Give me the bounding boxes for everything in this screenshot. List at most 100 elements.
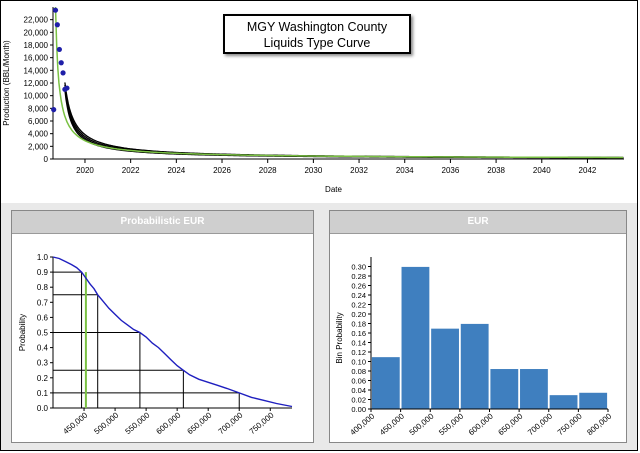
y-tick-label: 16,000 bbox=[24, 54, 49, 63]
x-tick-label: 2024 bbox=[167, 166, 185, 175]
x-tick-label: 2028 bbox=[259, 166, 277, 175]
y-tick-label: 0.08 bbox=[351, 367, 366, 376]
y-tick-label: 8,000 bbox=[28, 104, 49, 113]
y-tick-label: 0.3 bbox=[37, 359, 49, 368]
x-axis-label: Date bbox=[325, 185, 342, 194]
y-tick-label: 18,000 bbox=[24, 41, 49, 50]
chart-title-box: MGY Washington County Liquids Type Curve bbox=[223, 14, 411, 54]
y-tick-label: 0.6 bbox=[37, 313, 49, 322]
x-tick-label: 2026 bbox=[213, 166, 231, 175]
x-tick-label: 450,000 bbox=[61, 410, 89, 436]
production-chart: 0 2,000 4,000 6,000 8,000 10,000 12,000 14,000 1… bbox=[2, 6, 624, 194]
y-axis-label: Production (BBL/Month) bbox=[2, 40, 11, 126]
y-axis-label: Probability bbox=[18, 314, 27, 351]
probabilistic-eur-header: Probabilistic EUR bbox=[12, 211, 313, 234]
y-tick-label: 0.12 bbox=[351, 348, 366, 357]
decline-curve bbox=[64, 89, 624, 159]
cdf-curve bbox=[52, 256, 293, 408]
x-tick-label: 400,000 bbox=[348, 411, 376, 437]
x-tick-label: 2032 bbox=[350, 166, 368, 175]
y-tick-label: 0.7 bbox=[37, 298, 49, 307]
y-tick-label: 0.1 bbox=[37, 389, 49, 398]
eur-histogram-chart: 0.000.020.040.060.080.100.120.140.160.18… bbox=[335, 257, 614, 437]
y-tick-label: 22,000 bbox=[24, 16, 49, 25]
y-tick-label: 0.2 bbox=[37, 374, 49, 383]
y-tick-label: 4,000 bbox=[28, 130, 49, 139]
data-point bbox=[51, 107, 57, 113]
x-tick-label: 550,000 bbox=[437, 411, 465, 437]
x-tick-label: 2042 bbox=[579, 166, 597, 175]
y-tick-label: 0.06 bbox=[351, 377, 366, 386]
data-point bbox=[54, 22, 60, 28]
histogram-bar bbox=[548, 394, 579, 410]
y-tick-label: 0.0 bbox=[37, 404, 49, 413]
y-tick-label: 0.28 bbox=[351, 272, 366, 281]
y-tick-label: 0.8 bbox=[37, 283, 49, 292]
y-tick-label: 0.30 bbox=[351, 263, 366, 272]
x-tick-label: 500,000 bbox=[92, 410, 120, 436]
y-tick-label: 14,000 bbox=[24, 66, 49, 75]
data-point bbox=[56, 46, 62, 53]
y-tick-label: 0.24 bbox=[351, 291, 366, 300]
y-tick-label: 0.02 bbox=[351, 396, 366, 405]
histogram-bar bbox=[371, 356, 401, 410]
y-axis-label: Bin Probability bbox=[335, 312, 344, 363]
x-tick-label: 2022 bbox=[122, 166, 140, 175]
x-tick-label: 700,000 bbox=[217, 410, 245, 436]
x-tick-label: 650,000 bbox=[496, 411, 524, 437]
y-tick-label: 0.4 bbox=[37, 344, 49, 353]
x-tick-label: 550,000 bbox=[123, 410, 151, 436]
y-tick-label: 0.10 bbox=[351, 358, 366, 367]
x-tick-label: 450,000 bbox=[378, 411, 406, 437]
decline-curve bbox=[64, 82, 624, 159]
x-tick-label: 2036 bbox=[442, 166, 460, 175]
x-tick-label: 750,000 bbox=[248, 410, 276, 436]
x-tick-label: 2038 bbox=[487, 166, 505, 175]
y-tick-label: 0.9 bbox=[37, 268, 49, 277]
decline-curve bbox=[64, 87, 624, 159]
y-tick-label: 0.14 bbox=[351, 339, 366, 348]
probabilistic-eur-panel: Probabilistic EUR 0.0 0.1 0.2 0.3 0.4 0.5 0.6 0… bbox=[11, 210, 314, 443]
y-tick-label: 1.0 bbox=[37, 253, 49, 262]
y-tick-label: 0.22 bbox=[351, 301, 366, 310]
y-tick-label: 2,000 bbox=[28, 142, 49, 151]
y-tick-label: 0.18 bbox=[351, 320, 366, 329]
y-tick-label: 0.00 bbox=[351, 405, 366, 414]
histogram-bar bbox=[519, 368, 549, 410]
histogram-bar bbox=[489, 368, 520, 410]
x-tick-label: 2040 bbox=[533, 166, 551, 175]
y-tick-label: 20,000 bbox=[24, 28, 49, 37]
data-point bbox=[52, 7, 59, 13]
x-tick-label: 750,000 bbox=[556, 411, 584, 437]
type-curve bbox=[54, 6, 624, 159]
histogram-bar bbox=[430, 327, 460, 410]
histogram-bar bbox=[578, 391, 608, 410]
x-tick-label: 600,000 bbox=[155, 410, 183, 436]
y-tick-label: 0.26 bbox=[351, 282, 366, 291]
y-tick-label: 0.5 bbox=[37, 329, 49, 338]
y-tick-label: 10,000 bbox=[24, 92, 49, 101]
x-tick-label: 500,000 bbox=[408, 411, 436, 437]
y-tick-label: 6,000 bbox=[28, 117, 49, 126]
chart-title-line1: MGY Washington County bbox=[246, 20, 388, 34]
x-tick-label: 700,000 bbox=[526, 411, 554, 437]
data-point bbox=[64, 85, 70, 91]
decline-curve bbox=[64, 84, 624, 159]
data-point bbox=[58, 60, 64, 66]
x-tick-label: 2020 bbox=[76, 166, 94, 175]
histogram-bar bbox=[400, 266, 431, 410]
x-tick-label: 800,000 bbox=[585, 411, 613, 437]
eur-histogram-panel: EUR 0.00 0.02 0.04 0.06 0.08 0.10 0.12 0.14 0.16… bbox=[329, 210, 627, 443]
histogram-bar bbox=[459, 323, 490, 410]
probabilistic-eur-chart: 0.0 0.1 0.2 0.3 0.4 0.5 0.6 0.7 0.8 0.9 1.0 450,000… bbox=[18, 253, 293, 436]
data-point bbox=[60, 70, 66, 76]
eur-histogram-header: EUR bbox=[330, 211, 626, 234]
y-tick-label: 0.04 bbox=[351, 386, 366, 395]
chart-title-line2: Liquids Type Curve bbox=[263, 36, 371, 50]
x-tick-label: 2030 bbox=[304, 166, 322, 175]
x-tick-label: 650,000 bbox=[186, 410, 214, 436]
x-tick-label: 2034 bbox=[396, 166, 414, 175]
x-tick-label: 600,000 bbox=[467, 411, 495, 437]
y-tick-label: 0 bbox=[44, 155, 49, 164]
